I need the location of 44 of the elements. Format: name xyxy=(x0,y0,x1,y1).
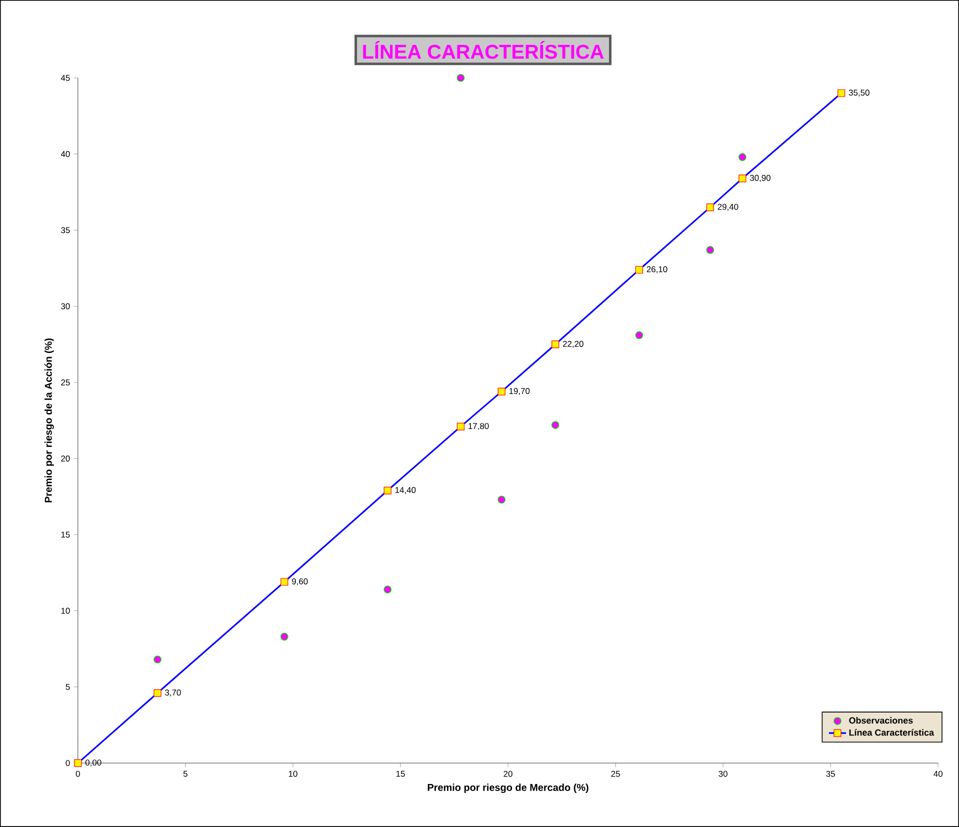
x-tick-label: 5 xyxy=(183,770,188,777)
x-tick-label: 40 xyxy=(934,770,942,777)
point xyxy=(384,586,392,594)
x-tick-label: 20 xyxy=(504,770,512,777)
y-tick-label: 35 xyxy=(61,227,70,234)
y-tick-label: 0 xyxy=(66,760,70,766)
point xyxy=(456,74,465,82)
annotation: 26,10 xyxy=(646,266,668,274)
y-tick-label: 5 xyxy=(66,684,70,690)
point xyxy=(154,656,162,664)
y-tick-label: 15 xyxy=(61,532,70,538)
x-tick-label: 25 xyxy=(611,770,620,777)
legend-label: Línea Característica xyxy=(849,729,934,736)
x-axis-title: Premio por riesgo de Mercado (%) xyxy=(428,784,588,794)
y-axis-title: Premio por riesgo de la Acción (%) xyxy=(44,338,54,502)
point xyxy=(706,246,714,254)
legend-label: Observaciones xyxy=(849,717,913,724)
point xyxy=(738,153,746,161)
y-tick-label: 40 xyxy=(60,151,70,158)
x-tick-label: 10 xyxy=(288,770,298,777)
point xyxy=(280,632,288,641)
y-tick-label: 30 xyxy=(61,303,70,310)
point xyxy=(498,496,506,504)
annotation: 35,50 xyxy=(848,90,870,97)
annotation: 22,20 xyxy=(562,340,584,348)
y-tick-label: 10 xyxy=(61,608,70,614)
x-tick-label: 30 xyxy=(718,770,728,777)
annotation: 14,40 xyxy=(395,487,416,494)
y-tick-label: 20 xyxy=(61,456,70,462)
chart-title: LÍNEA CARACTERÍSTICA xyxy=(363,40,604,59)
annotation: 29,40 xyxy=(718,204,738,211)
annotation: 3,70 xyxy=(165,690,181,697)
x-tick-label: 15 xyxy=(396,770,405,777)
annotation: 30,90 xyxy=(750,174,770,182)
point xyxy=(551,421,560,429)
x-tick-label: 35 xyxy=(826,770,835,777)
y-tick-label: 45 xyxy=(60,74,70,81)
y-tick-label: 25 xyxy=(61,379,70,386)
annotation: 19,70 xyxy=(509,388,530,396)
point xyxy=(635,331,644,340)
annotation: 0,00 xyxy=(85,760,102,767)
annotation: 9,60 xyxy=(292,578,308,586)
annotation: 17,80 xyxy=(468,423,489,430)
x-tick-label: 0 xyxy=(76,770,80,777)
